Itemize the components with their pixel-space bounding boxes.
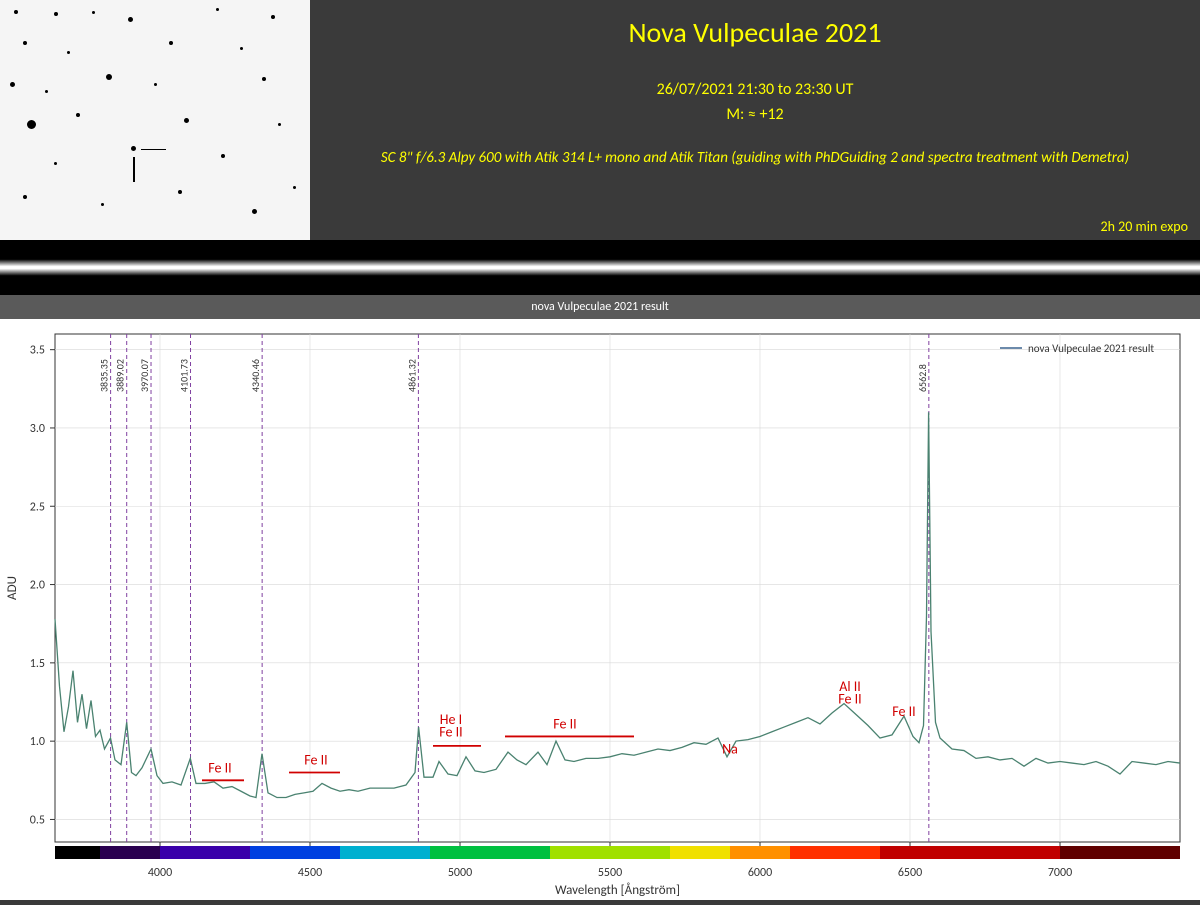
svg-text:Fe II: Fe II [892,703,915,720]
svg-text:3889.02: 3889.02 [114,359,127,392]
svg-text:Wavelength [Ångström]: Wavelength [Ångström] [555,883,680,898]
svg-text:3.5: 3.5 [30,344,45,358]
header-block: Nova Vulpeculae 2021 26/07/2021 21:30 to… [310,0,1200,240]
raw-spectrum-strip: 2h 20 min expo [0,240,1200,295]
svg-text:Fe II: Fe II [304,752,327,769]
svg-text:2.0: 2.0 [30,579,45,593]
equipment-line: SC 8" f/6.3 Alpy 600 with Atik 314 L+ mo… [330,149,1180,167]
chart-header-bar: nova Vulpeculae 2021 result [0,295,1200,319]
svg-text:Fe II: Fe II [208,759,231,776]
svg-text:6562.8: 6562.8 [916,364,929,392]
finder-chart [0,0,310,240]
svg-text:5000: 5000 [448,866,472,880]
top-section: Nova Vulpeculae 2021 26/07/2021 21:30 to… [0,0,1200,240]
magnitude: M: ≈ +12 [330,105,1180,124]
svg-text:Fe II: Fe II [439,723,462,740]
svg-text:Fe II: Fe II [838,691,861,708]
svg-text:3.0: 3.0 [30,422,45,436]
chart-svg: 4000 4500 5000 5500 6000 6500 7000 0.5 1.0 1.5 2.0… [0,319,1200,900]
svg-text:4340.46: 4340.46 [249,359,262,392]
svg-text:Na: Na [722,741,738,758]
svg-text:1.0: 1.0 [30,735,45,749]
svg-text:3835.35: 3835.35 [98,359,111,392]
obs-date: 26/07/2021 21:30 to 23:30 UT [330,80,1180,99]
exposure-label: 2h 20 min expo [1101,218,1188,235]
svg-text:4500: 4500 [298,866,322,880]
svg-text:ADU: ADU [5,576,20,600]
main-title: Nova Vulpeculae 2021 [330,15,1180,50]
svg-text:7000: 7000 [1048,866,1072,880]
svg-text:1.5: 1.5 [30,657,45,671]
svg-text:3970.07: 3970.07 [138,359,151,392]
svg-text:Fe II: Fe II [553,716,576,733]
svg-text:4000: 4000 [148,866,172,880]
spectrum-chart: 4000 4500 5000 5500 6000 6500 7000 0.5 1.0 1.5 2.0… [0,319,1200,900]
svg-text:5500: 5500 [598,866,622,880]
svg-text:4861.32: 4861.32 [405,359,418,392]
svg-text:6500: 6500 [898,866,922,880]
svg-text:6000: 6000 [748,866,772,880]
svg-text:2.5: 2.5 [30,500,45,514]
svg-text:4101.73: 4101.73 [178,359,191,392]
svg-text:0.5: 0.5 [30,813,45,827]
svg-text:nova Vulpeculae 2021 result: nova Vulpeculae 2021 result [1028,342,1154,355]
